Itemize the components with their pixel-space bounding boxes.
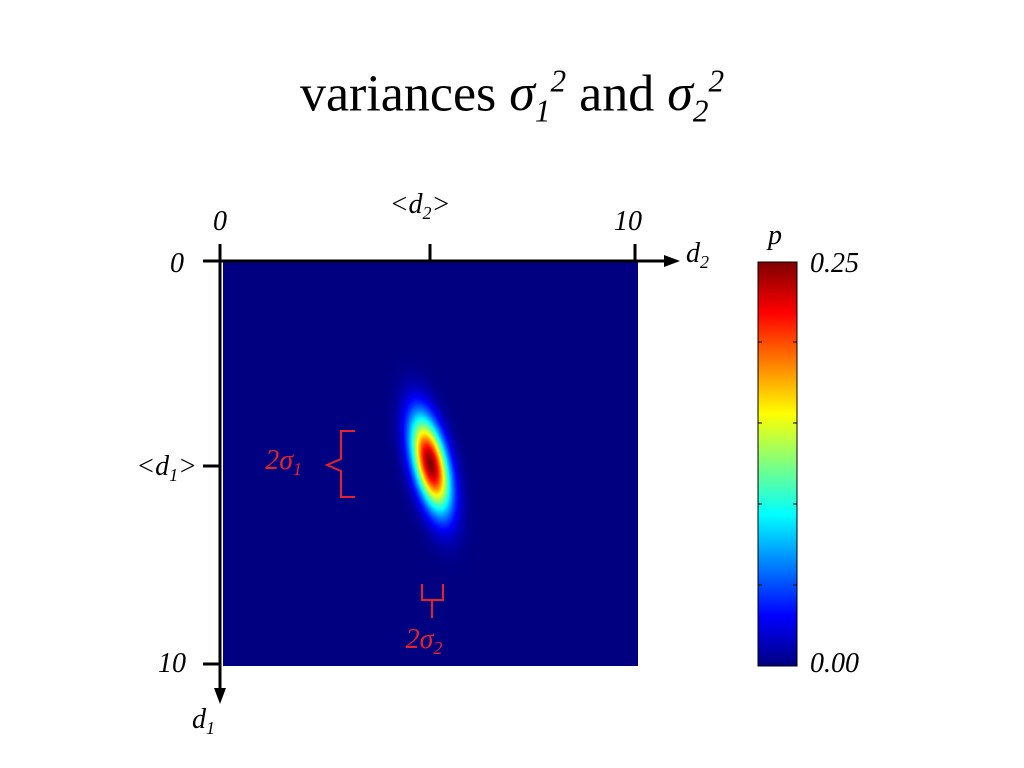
sigma2-annotation: 2σ2	[406, 584, 444, 658]
colorbar-min-label: 0.00	[810, 648, 859, 679]
sigma1-label: 2σ1	[265, 445, 302, 479]
y-axis-arrowhead	[214, 688, 226, 704]
x-tick-label-0: 0	[213, 206, 227, 237]
x-axis-name: d2	[686, 238, 709, 272]
y-tick-label-0: 0	[170, 248, 184, 279]
colorbar-ticks	[758, 261, 797, 667]
y-tick-label-10: 10	[158, 648, 186, 679]
slide-title: variances σ12 and σ22	[0, 66, 1024, 127]
title-conjunction: and	[579, 65, 655, 123]
y-axis-name: d1	[192, 704, 215, 738]
sigma2-bracket	[421, 584, 444, 618]
sigma2-label: 2σ2	[406, 624, 443, 658]
sigma1-annotation: 2σ1	[265, 430, 355, 498]
x-tick-label-10: 10	[614, 206, 642, 237]
heatmap-image	[223, 262, 638, 666]
colorbar-max-label: 0.25	[810, 248, 859, 279]
axes	[203, 244, 672, 695]
sigma1-bracket	[324, 430, 355, 498]
title-sigma2: σ22	[667, 64, 725, 129]
y-mean-label: <d1>	[136, 451, 197, 485]
title-sigma1: σ12	[509, 64, 567, 129]
title-word: variances	[299, 65, 497, 123]
colorbar-title: p	[766, 220, 782, 251]
x-axis-arrowhead	[664, 255, 680, 267]
colorbar: p 0.25 0.00	[757, 220, 859, 679]
x-mean-label: <d2>	[390, 189, 451, 223]
colorbar-gradient	[757, 261, 798, 667]
heatmap-area	[223, 262, 638, 666]
